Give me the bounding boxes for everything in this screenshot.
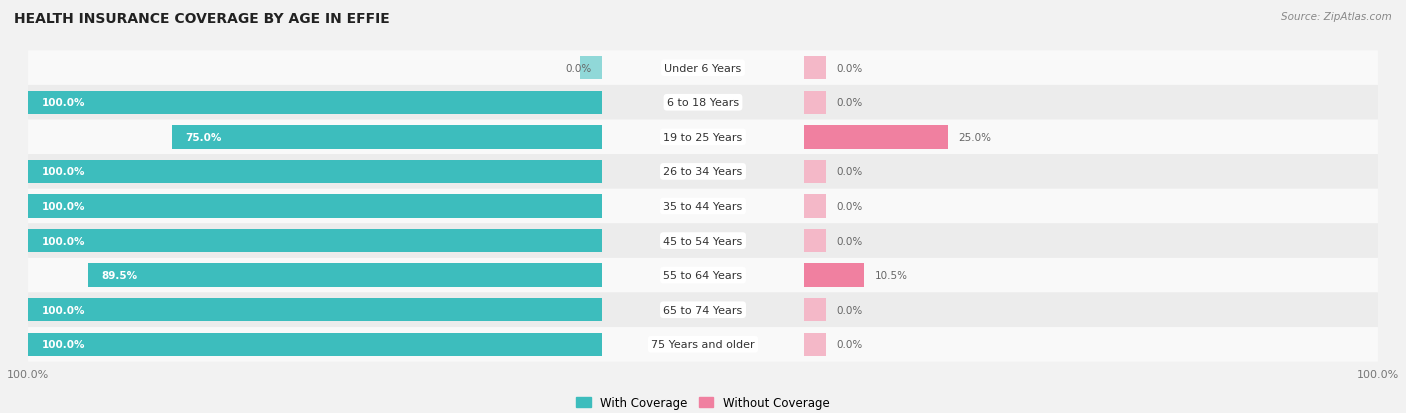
Bar (804, 57, 825, 80)
Bar (804, 91, 825, 115)
FancyBboxPatch shape (28, 224, 1378, 258)
Text: 45 to 54 Years: 45 to 54 Years (664, 236, 742, 246)
Text: HEALTH INSURANCE COVERAGE BY AGE IN EFFIE: HEALTH INSURANCE COVERAGE BY AGE IN EFFI… (14, 12, 389, 26)
Bar (804, 229, 825, 253)
Bar (28, 298, 602, 322)
Text: 0.0%: 0.0% (837, 339, 862, 349)
Text: Under 6 Years: Under 6 Years (665, 64, 741, 74)
Text: 75 Years and older: 75 Years and older (651, 339, 755, 349)
FancyBboxPatch shape (28, 155, 1378, 189)
Legend: With Coverage, Without Coverage: With Coverage, Without Coverage (572, 392, 834, 413)
FancyBboxPatch shape (28, 258, 1378, 293)
Bar (28, 333, 602, 356)
Text: 65 to 74 Years: 65 to 74 Years (664, 305, 742, 315)
Bar (28, 229, 602, 253)
Bar (804, 160, 825, 184)
Bar (804, 195, 825, 218)
Bar (804, 264, 865, 287)
Bar (28, 195, 602, 218)
Text: 6 to 18 Years: 6 to 18 Years (666, 98, 740, 108)
FancyBboxPatch shape (28, 189, 1378, 224)
FancyBboxPatch shape (28, 86, 1378, 120)
Text: 100.0%: 100.0% (42, 167, 86, 177)
Text: Source: ZipAtlas.com: Source: ZipAtlas.com (1281, 12, 1392, 22)
Text: 75.0%: 75.0% (186, 133, 221, 142)
Bar (804, 298, 825, 322)
Text: 100.0%: 100.0% (42, 339, 86, 349)
Bar (804, 126, 948, 149)
Text: 0.0%: 0.0% (837, 167, 862, 177)
FancyBboxPatch shape (28, 51, 1378, 86)
Text: 100.0%: 100.0% (42, 98, 86, 108)
Text: 26 to 34 Years: 26 to 34 Years (664, 167, 742, 177)
Text: 0.0%: 0.0% (837, 64, 862, 74)
Bar (172, 126, 602, 149)
Text: 10.5%: 10.5% (875, 271, 908, 280)
Text: 0.0%: 0.0% (837, 305, 862, 315)
Text: 19 to 25 Years: 19 to 25 Years (664, 133, 742, 142)
Text: 0.0%: 0.0% (565, 64, 592, 74)
Text: 0.0%: 0.0% (837, 202, 862, 211)
Bar (581, 57, 602, 80)
FancyBboxPatch shape (28, 293, 1378, 327)
Text: 35 to 44 Years: 35 to 44 Years (664, 202, 742, 211)
Text: 89.5%: 89.5% (101, 271, 138, 280)
FancyBboxPatch shape (28, 120, 1378, 155)
Text: 100.0%: 100.0% (42, 236, 86, 246)
Bar (28, 91, 602, 115)
Bar (804, 333, 825, 356)
Text: 25.0%: 25.0% (957, 133, 991, 142)
Bar (89, 264, 602, 287)
FancyBboxPatch shape (28, 327, 1378, 362)
Bar (28, 160, 602, 184)
Text: 55 to 64 Years: 55 to 64 Years (664, 271, 742, 280)
Text: 0.0%: 0.0% (837, 236, 862, 246)
Text: 0.0%: 0.0% (837, 98, 862, 108)
Text: 100.0%: 100.0% (42, 202, 86, 211)
Text: 100.0%: 100.0% (42, 305, 86, 315)
